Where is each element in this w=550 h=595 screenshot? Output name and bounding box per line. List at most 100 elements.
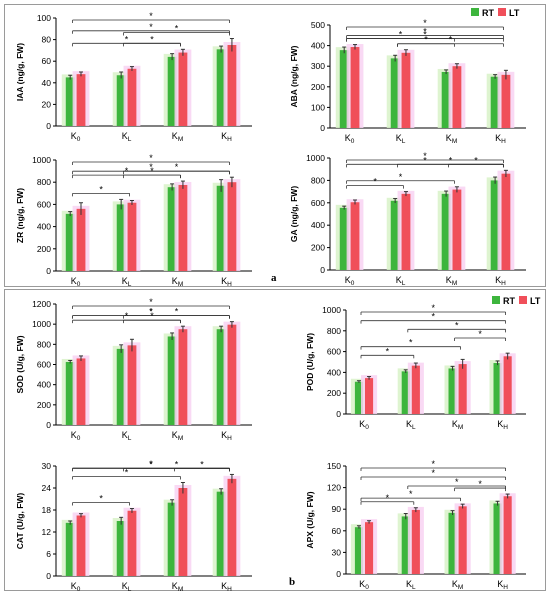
x-tick-label-km: KM — [172, 276, 183, 288]
y-tick-label: 0 — [336, 409, 341, 419]
y-tick-label: 500 — [311, 20, 325, 30]
significance-star: * — [150, 34, 154, 44]
significance-star: * — [432, 312, 436, 322]
significance-star: * — [409, 489, 413, 499]
significance-star: * — [149, 11, 153, 21]
legend-a: RT LT — [471, 8, 520, 18]
significance-star: * — [149, 162, 153, 172]
bar-rt-k0 — [354, 381, 363, 414]
y-tick-label: 40 — [42, 78, 52, 88]
significance-star: * — [125, 468, 129, 478]
y-tick-label: 0 — [336, 569, 341, 579]
y-tick-label: 60 — [42, 56, 52, 66]
bar-rt-kh — [216, 185, 226, 271]
bar-rt-kh — [216, 491, 226, 576]
y-tick-label: 600 — [37, 199, 51, 209]
bar-lt-kl — [411, 365, 420, 414]
y-tick-label: 600 — [311, 198, 325, 208]
bar-lt-km — [178, 329, 188, 425]
bar-lt-kl — [411, 509, 420, 574]
bar-lt-kh — [501, 74, 511, 128]
bar-rt-kh — [490, 180, 500, 270]
bar-rt-kh — [216, 49, 226, 126]
y-axis-label: IAA (ng/g, FW) — [15, 43, 25, 101]
y-tick-label: 90 — [332, 504, 342, 514]
panel-a-label: a — [271, 272, 277, 284]
bar-lt-kl — [127, 202, 137, 271]
x-tick-label-k0: K0 — [71, 131, 81, 143]
bar-rt-kl — [401, 371, 410, 414]
significance-star: * — [432, 303, 436, 313]
significance-star: * — [175, 162, 179, 172]
bar-lt-kl — [401, 193, 411, 270]
bar-lt-kh — [501, 173, 511, 270]
bar-rt-kl — [116, 75, 126, 126]
legend-rt-label: RT — [482, 8, 494, 18]
bar-rt-k0 — [65, 522, 75, 576]
significance-star: * — [149, 459, 153, 469]
bar-lt-kh — [227, 45, 237, 126]
significance-star: * — [149, 307, 153, 317]
y-tick-label: 100 — [311, 102, 325, 112]
x-tick-label-km: KM — [446, 275, 457, 287]
significance-star: * — [474, 155, 478, 165]
y-axis-label: APX (U/g, FW) — [305, 491, 315, 548]
significance-star: * — [478, 479, 482, 489]
bar-rt-k0 — [339, 50, 349, 128]
y-tick-label: 120 — [327, 483, 341, 493]
legend-rt-label: RT — [503, 296, 515, 306]
y-tick-label: 200 — [311, 82, 325, 92]
significance-star: * — [432, 468, 436, 478]
bar-rt-km — [448, 368, 457, 414]
y-tick-label: 400 — [311, 41, 325, 51]
legend-rt-swatch — [471, 8, 479, 16]
x-tick-label-kl: KL — [406, 419, 416, 431]
x-tick-label-kl: KL — [122, 430, 132, 442]
x-tick-label-kh: KH — [495, 133, 506, 145]
x-tick-label-km: KM — [172, 131, 183, 143]
significance-star: * — [175, 24, 179, 34]
legend-lt-label: LT — [530, 296, 541, 306]
bar-rt-km — [167, 336, 177, 425]
y-tick-label: 18 — [42, 505, 52, 515]
y-tick-label: 300 — [311, 61, 325, 71]
significance-star: * — [125, 34, 129, 44]
significance-star: * — [149, 22, 153, 32]
bar-lt-kh — [503, 356, 512, 414]
y-tick-label: 800 — [37, 339, 51, 349]
x-tick-label-k0: K0 — [345, 275, 355, 287]
significance-star: * — [149, 459, 153, 469]
y-tick-label: 150 — [327, 461, 341, 471]
significance-star: * — [423, 18, 427, 28]
y-tick-label: 400 — [37, 380, 51, 390]
bar-lt-k0 — [350, 47, 360, 128]
bar-lt-kh — [227, 324, 237, 425]
y-axis-label: SOD (U/g, FW) — [15, 335, 25, 393]
bar-lt-km — [452, 189, 462, 270]
significance-star: * — [175, 307, 179, 317]
y-tick-label: 200 — [327, 388, 341, 398]
significance-star: * — [455, 477, 459, 487]
y-tick-label: 60 — [332, 526, 342, 536]
y-axis-label: GA (ng/g, FW) — [289, 186, 299, 243]
bar-rt-kh — [493, 503, 502, 574]
y-tick-label: 0 — [46, 571, 51, 581]
significance-star: * — [373, 177, 377, 187]
significance-star: * — [399, 172, 403, 182]
x-tick-label-km: KM — [172, 430, 183, 442]
significance-star: * — [399, 30, 403, 40]
frame-panel-b — [4, 289, 546, 591]
significance-star: * — [423, 30, 427, 40]
y-axis-label: CAT (U/g, FW) — [15, 493, 25, 550]
y-tick-label: 400 — [311, 220, 325, 230]
bar-rt-kh — [493, 363, 502, 414]
x-tick-label-km: KM — [172, 581, 183, 593]
significance-star: * — [200, 459, 204, 469]
